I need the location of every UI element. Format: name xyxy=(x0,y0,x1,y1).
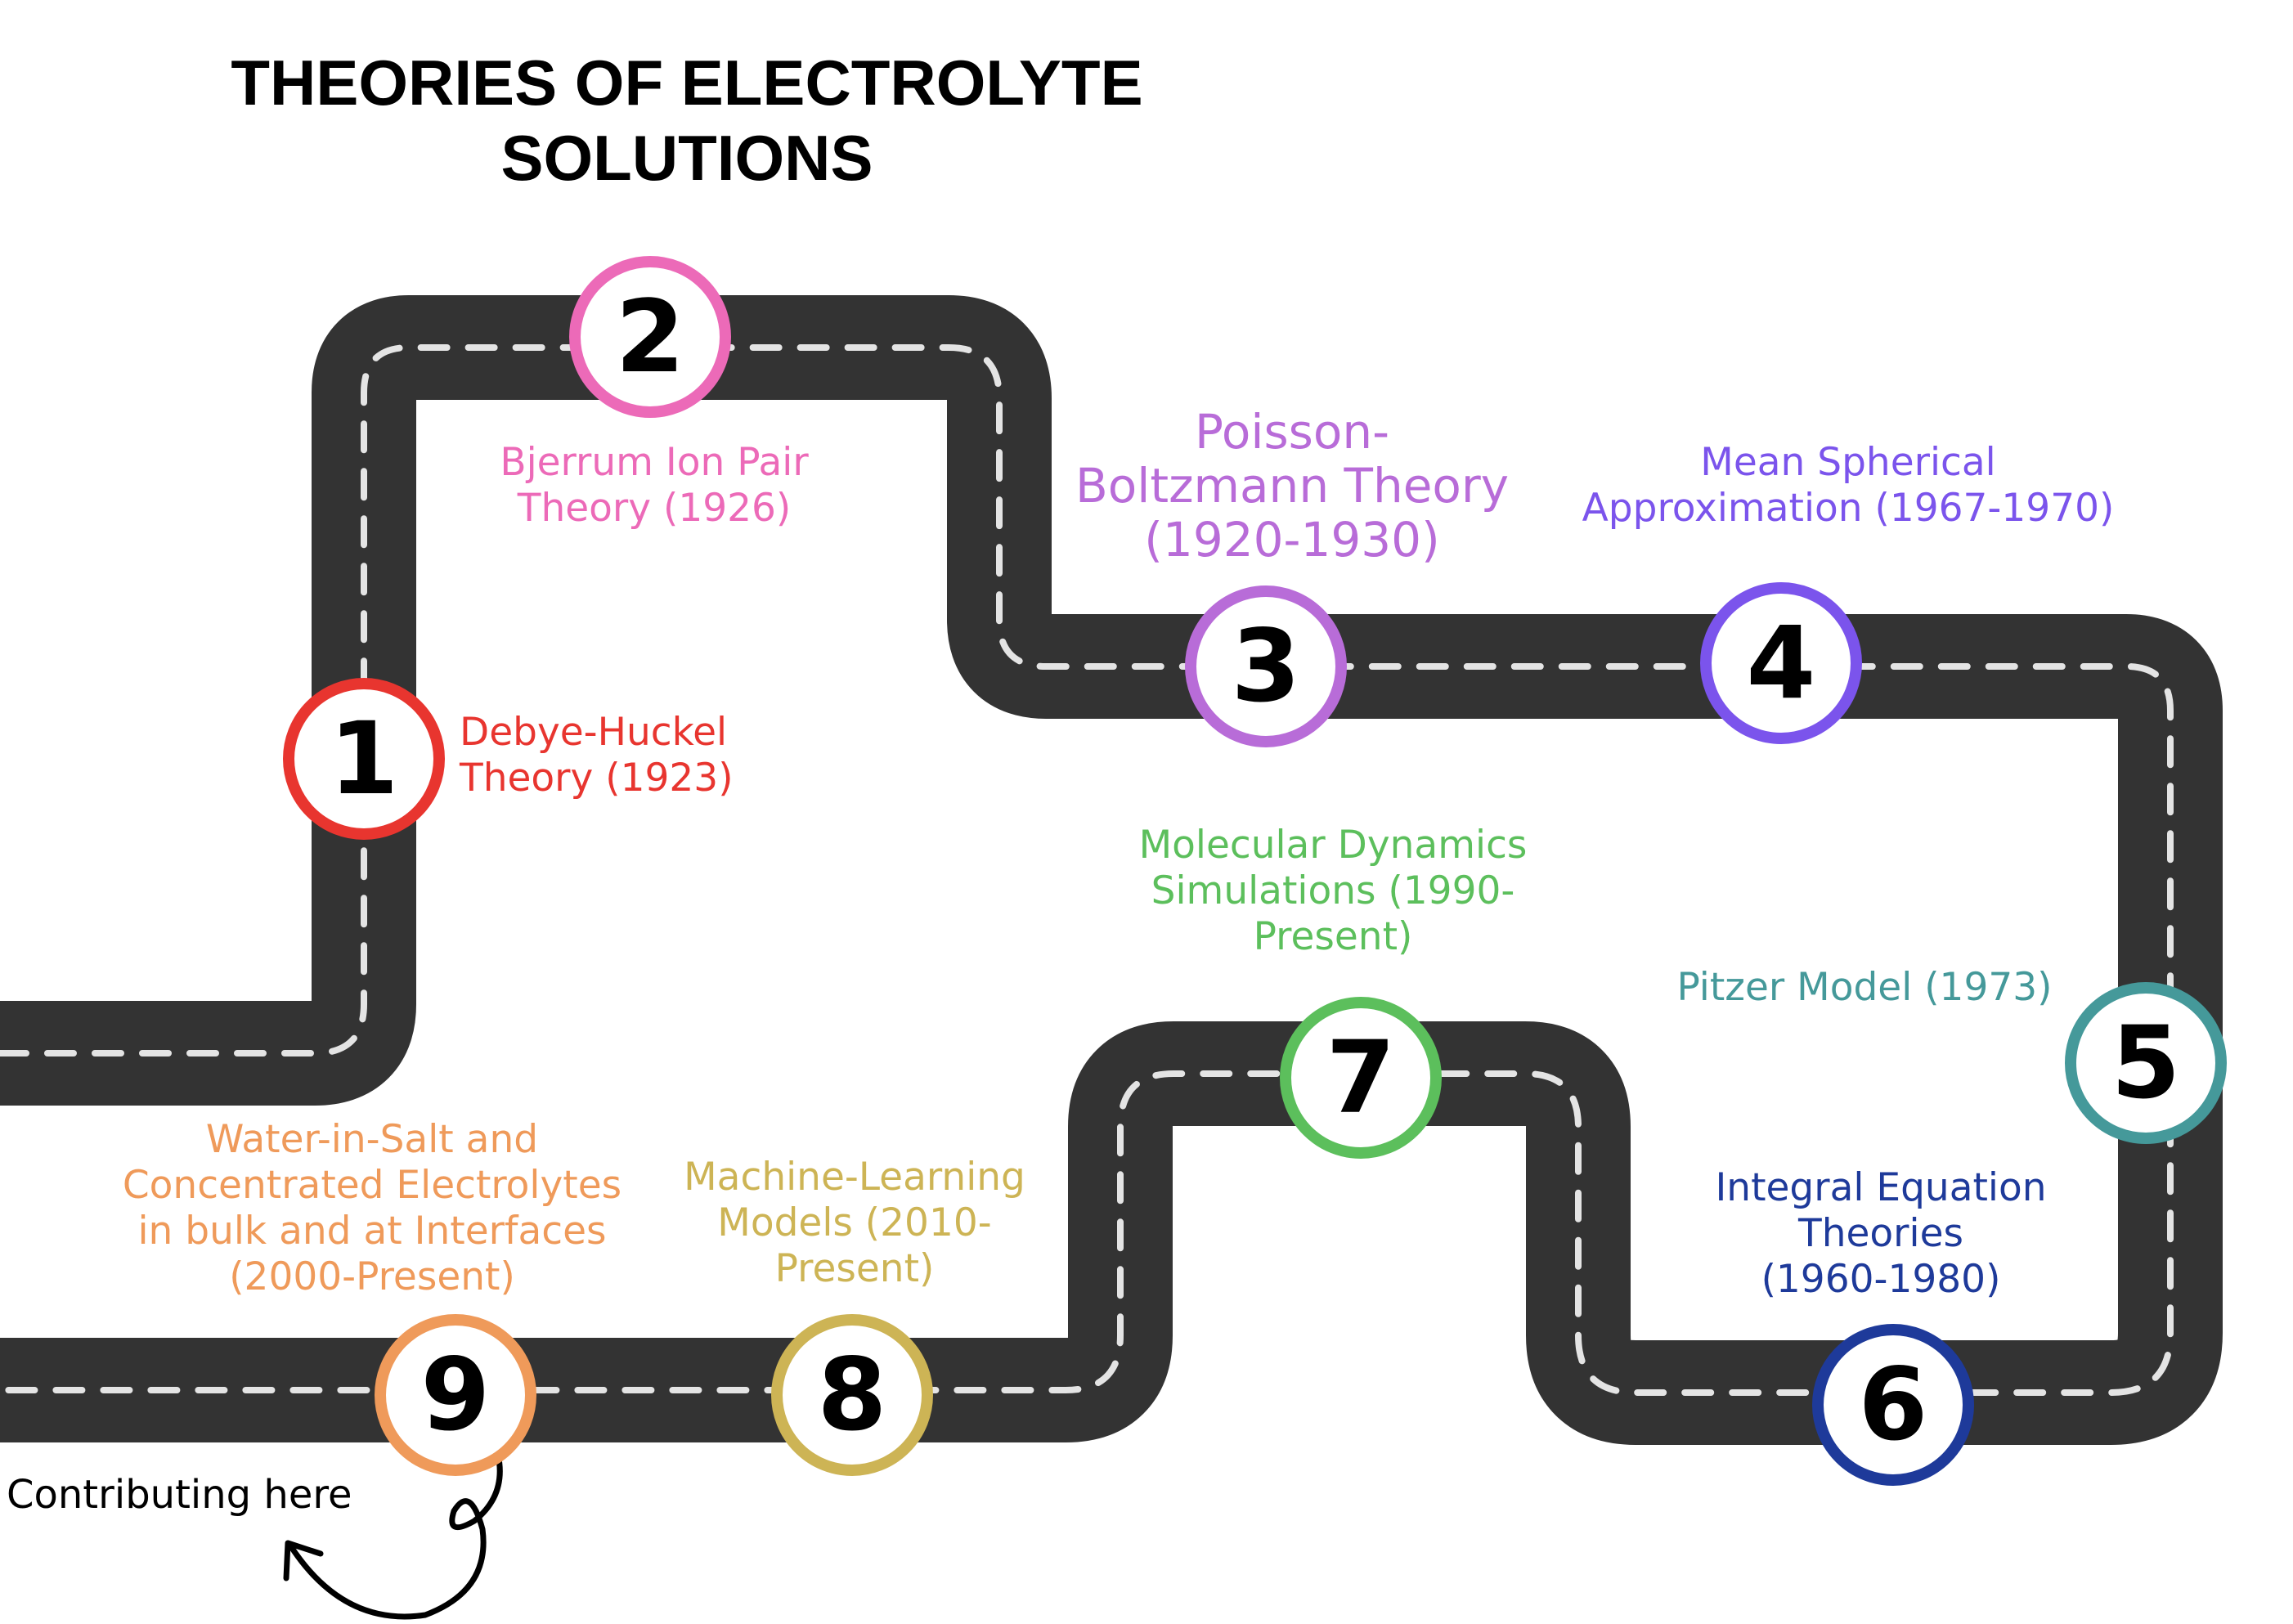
milestone-3-marker: 3 xyxy=(1185,585,1347,747)
milestone-9-label: Water-in-Salt and Concentrated Electroly… xyxy=(82,1117,662,1300)
milestone-4-label-line: Approximation (1967-1970) xyxy=(1582,486,2115,531)
milestone-4-label-line: Mean Spherical xyxy=(1700,440,1996,485)
milestone-3-number: 3 xyxy=(1232,608,1301,725)
milestone-6-circle xyxy=(1812,1324,1974,1486)
milestone-1-number: 1 xyxy=(330,701,399,817)
milestone-1-label-line: Theory (1923) xyxy=(460,756,734,801)
milestone-4-marker: 4 xyxy=(1700,582,1862,744)
milestone-3-label-line: Poisson- xyxy=(1194,404,1390,460)
milestone-7-label-line: Simulations (1990- xyxy=(1151,868,1515,913)
title-line-1: THEORIES OF ELECTROLYTE xyxy=(231,47,1143,119)
milestone-9-circle xyxy=(375,1314,536,1476)
milestone-8-label-line: Present) xyxy=(774,1246,935,1291)
milestone-2-marker: 2 xyxy=(569,256,731,418)
milestone-2-number: 2 xyxy=(616,279,685,395)
title-line-2: SOLUTIONS xyxy=(500,122,873,194)
milestones-group: 1 2 3 4 5 6 7 8 9 xyxy=(283,256,2227,1486)
milestone-2-label: Bjerrum Ion Pair Theory (1926) xyxy=(458,440,850,532)
milestone-7-number: 7 xyxy=(1326,1020,1396,1136)
page-title: THEORIES OF ELECTROLYTE SOLUTIONS xyxy=(147,45,1227,195)
milestone-6-marker: 6 xyxy=(1812,1324,1974,1486)
milestone-6-label-line: (1960-1980) xyxy=(1761,1257,2001,1302)
milestone-7-label-line: Molecular Dynamics xyxy=(1138,823,1528,868)
milestone-1-label: Debye-Huckel Theory (1923) xyxy=(460,710,734,801)
milestone-8-label-line: Models (2010- xyxy=(717,1200,992,1245)
milestone-5-circle xyxy=(2065,982,2227,1144)
milestone-2-circle xyxy=(569,256,731,418)
milestone-8-label: Machine-Learning Models (2010- Present) xyxy=(650,1155,1059,1292)
milestone-4-circle xyxy=(1700,582,1862,744)
milestone-8-marker: 8 xyxy=(771,1314,933,1476)
milestone-9-marker: 9 xyxy=(375,1314,536,1476)
milestone-9-number: 9 xyxy=(421,1337,491,1453)
milestone-6-label-line: Theories xyxy=(1798,1211,1963,1256)
contributing-note: Contributing here xyxy=(7,1472,352,1518)
milestone-7-circle xyxy=(1280,997,1442,1159)
milestone-2-label-line: Theory (1926) xyxy=(517,486,792,531)
milestone-5-label-line: Pitzer Model (1973) xyxy=(1676,965,2053,1010)
milestone-7-marker: 7 xyxy=(1280,997,1442,1159)
milestone-5-marker: 5 xyxy=(2065,982,2227,1144)
milestone-3-label-line: Boltzmann Theory xyxy=(1075,458,1510,514)
curly-arrow-icon xyxy=(283,1429,503,1620)
milestone-9-label-line: Water-in-Salt and xyxy=(205,1117,539,1162)
milestone-3-circle xyxy=(1185,585,1347,747)
milestone-8-circle xyxy=(771,1314,933,1476)
road-center-dashes xyxy=(0,344,2174,1396)
milestone-3-label-line: (1920-1930) xyxy=(1144,512,1440,568)
milestone-5-number: 5 xyxy=(2111,1005,2181,1121)
milestone-4-label: Mean Spherical Approximation (1967-1970) xyxy=(1537,440,2159,532)
milestone-6-number: 6 xyxy=(1859,1347,1928,1463)
milestone-1-circle xyxy=(283,678,445,840)
milestone-9-label-line: Concentrated Electrolytes xyxy=(122,1163,622,1208)
milestone-3-label: Poisson- Boltzmann Theory (1920-1930) xyxy=(1055,405,1529,567)
milestone-8-number: 8 xyxy=(818,1337,887,1453)
milestone-6-label: Integral Equation Theories (1960-1980) xyxy=(1676,1165,2085,1303)
milestone-8-label-line: Machine-Learning xyxy=(684,1155,1025,1200)
milestone-5-label: Pitzer Model (1973) xyxy=(1660,965,2069,1011)
milestone-1-marker: 1 xyxy=(283,678,445,840)
milestone-9-label-line: in bulk and at Interfaces xyxy=(137,1209,607,1254)
milestone-1-label-line: Debye-Huckel xyxy=(460,710,728,755)
milestone-9-label-line: (2000-Present) xyxy=(229,1254,515,1299)
milestone-4-number: 4 xyxy=(1747,605,1816,721)
milestone-6-label-line: Integral Equation xyxy=(1715,1165,2047,1210)
milestone-7-label: Molecular Dynamics Simulations (1990- Pr… xyxy=(1088,823,1578,960)
milestone-7-label-line: Present) xyxy=(1253,914,1413,959)
milestone-2-label-line: Bjerrum Ion Pair xyxy=(500,440,809,485)
